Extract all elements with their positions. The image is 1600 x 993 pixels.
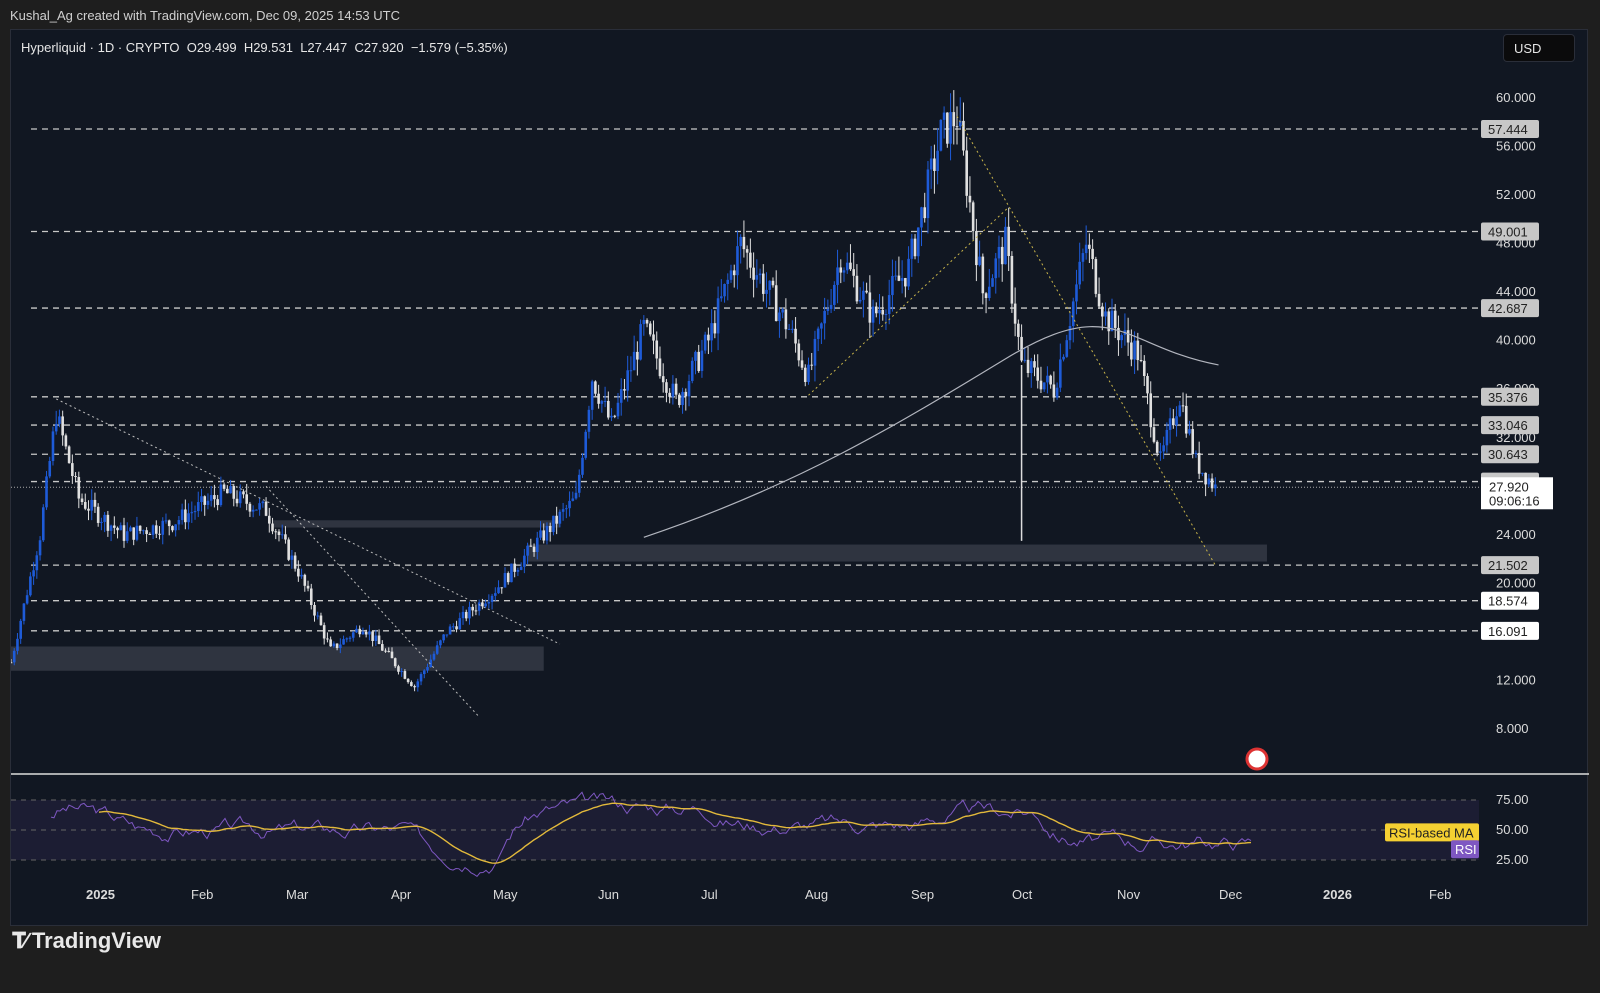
level-price-label (1481, 556, 1539, 575)
time-tick: 2026 (1323, 887, 1352, 902)
level-price-label (1481, 621, 1539, 640)
symbol-legend: Hyperliquid · 1D · CRYPTO O29.499 H29.53… (21, 40, 508, 55)
level-price-label (1481, 445, 1539, 464)
time-tick: Sep (911, 887, 934, 902)
last-price-label (1481, 477, 1553, 510)
brand-name: TradingView (31, 928, 162, 953)
change-value: −1.579 (−5.35%) (410, 40, 508, 55)
time-tick: Oct (1012, 887, 1033, 902)
candles[interactable] (11, 90, 1217, 692)
time-tick: Dec (1219, 887, 1243, 902)
level-price-label (1481, 120, 1539, 139)
level-price-text: 49.001 (1488, 224, 1528, 239)
time-tick: May (493, 887, 518, 902)
time-tick: Feb (1429, 887, 1451, 902)
price-tick: 24.000 (1496, 527, 1536, 542)
rsi-tick: 50.00 (1496, 822, 1529, 837)
trendline[interactable] (956, 115, 1216, 566)
level-price-label (1481, 591, 1539, 610)
level-price-text: 21.502 (1488, 558, 1528, 573)
open-value: O29.499 (186, 40, 237, 55)
time-tick: Nov (1117, 887, 1141, 902)
low-value: L27.447 (300, 40, 348, 55)
zone-box[interactable] (11, 646, 544, 671)
currency-button[interactable]: USD (1503, 34, 1575, 62)
level-price-label (1481, 416, 1539, 435)
price-tick: 8.000 (1496, 721, 1529, 736)
level-price-text: 42.687 (1488, 301, 1528, 316)
trendline[interactable] (55, 398, 561, 645)
rsi-tick: 75.00 (1496, 792, 1529, 807)
trendline[interactable] (265, 485, 480, 718)
rsi-tick: 25.00 (1496, 852, 1529, 867)
last-price-text: 27.920 (1489, 479, 1529, 494)
chart-canvas[interactable]: 60.00056.00052.00048.00044.00040.00036.0… (11, 30, 1589, 927)
time-tick: Apr (391, 887, 412, 902)
rsi-ma-line (98, 802, 1252, 864)
level-price-text: 18.574 (1488, 594, 1528, 609)
sma-line (643, 326, 1219, 538)
level-price-text: 33.046 (1488, 418, 1528, 433)
zone-box[interactable] (272, 520, 560, 528)
price-tick: 20.000 (1496, 575, 1536, 590)
level-price-label (1481, 387, 1539, 406)
time-tick: 2025 (86, 887, 115, 902)
trendline[interactable] (808, 206, 1010, 396)
time-tick: Aug (805, 887, 828, 902)
rsi-line (50, 791, 1252, 878)
price-tick: 60.000 (1496, 90, 1536, 105)
high-value: H29.531 (243, 40, 293, 55)
time-tick: Feb (191, 887, 213, 902)
countdown-text: 09:06:16 (1489, 493, 1540, 508)
rsi-label-text: RSI (1455, 842, 1477, 857)
zone-box[interactable] (527, 544, 1267, 562)
time-tick: Jun (598, 887, 619, 902)
level-price-text: 57.444 (1488, 122, 1528, 137)
price-tick: 40.000 (1496, 333, 1536, 348)
tradingview-brand: 𝐓∕ TradingView (12, 928, 161, 954)
us-flag-event-icon[interactable] (1245, 747, 1269, 771)
level-price-label (1481, 299, 1539, 318)
tradingview-logo-icon: 𝐓∕ (12, 928, 28, 953)
time-tick: Mar (286, 887, 309, 902)
rsi-label (1451, 840, 1479, 859)
attribution: Kushal_Ag created with TradingView.com, … (10, 8, 400, 23)
level-price-label (1481, 222, 1539, 241)
time-tick: Jul (701, 887, 718, 902)
symbol-name: Hyperliquid · 1D · CRYPTO (21, 40, 180, 55)
price-tick: 12.000 (1496, 672, 1536, 687)
close-value: C27.920 (354, 40, 404, 55)
rsi-ma-label (1385, 823, 1479, 842)
price-tick: 52.000 (1496, 187, 1536, 202)
level-price-text: 16.091 (1488, 624, 1528, 639)
price-tick: 44.000 (1496, 284, 1536, 299)
level-price-text: 35.376 (1488, 390, 1528, 405)
chart-frame[interactable]: 60.00056.00052.00048.00044.00040.00036.0… (10, 29, 1589, 927)
level-price-text: 30.643 (1488, 447, 1528, 462)
price-tick: 56.000 (1496, 139, 1536, 154)
rsi-ma-label-text: RSI-based MA (1389, 825, 1474, 840)
